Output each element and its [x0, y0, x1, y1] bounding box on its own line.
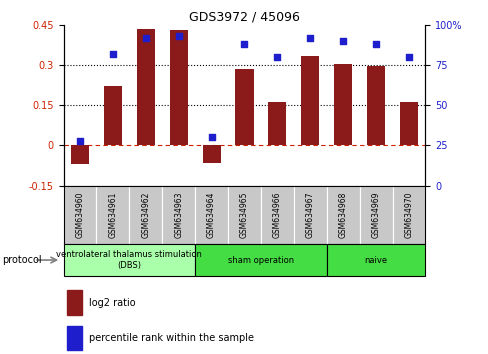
Text: log2 ratio: log2 ratio [89, 298, 135, 308]
Point [207, 135, 215, 140]
Bar [67, 326, 81, 350]
Bar [293, 185, 326, 244]
Bar [129, 185, 162, 244]
Bar [63, 185, 96, 244]
Point [404, 54, 412, 60]
Text: GSM634963: GSM634963 [174, 192, 183, 238]
Text: GSM634970: GSM634970 [404, 192, 413, 238]
Bar [227, 185, 261, 244]
Text: protocol: protocol [2, 255, 42, 265]
Point [174, 33, 182, 39]
Text: GSM634962: GSM634962 [141, 192, 150, 238]
Point [76, 138, 84, 143]
Text: sham operation: sham operation [227, 256, 293, 264]
Bar [235, 69, 253, 145]
Bar [169, 30, 187, 145]
Text: GSM634960: GSM634960 [75, 192, 84, 238]
Point [306, 35, 314, 40]
Bar [326, 185, 359, 244]
Bar [67, 290, 81, 315]
Text: GSM634969: GSM634969 [371, 192, 380, 238]
Text: GSM634964: GSM634964 [207, 192, 216, 238]
Bar [359, 185, 392, 244]
Text: GSM634961: GSM634961 [108, 192, 117, 238]
Point [240, 41, 248, 47]
Bar [268, 102, 286, 145]
Bar [71, 145, 89, 164]
Bar [162, 185, 195, 244]
Bar [261, 185, 293, 244]
Title: GDS3972 / 45096: GDS3972 / 45096 [189, 11, 299, 24]
Text: GSM634965: GSM634965 [240, 192, 248, 238]
Bar [202, 145, 220, 163]
Text: percentile rank within the sample: percentile rank within the sample [89, 333, 253, 343]
Point [109, 51, 117, 57]
Bar [195, 185, 227, 244]
Bar [195, 244, 326, 276]
Text: GSM634968: GSM634968 [338, 192, 347, 238]
Bar [333, 64, 351, 145]
Text: naive: naive [364, 256, 387, 264]
Bar [96, 185, 129, 244]
Point [142, 35, 149, 40]
Point [339, 38, 346, 44]
Text: GSM634967: GSM634967 [305, 192, 314, 238]
Bar [103, 86, 122, 145]
Bar [366, 66, 385, 145]
Bar [399, 102, 417, 145]
Bar [137, 29, 155, 145]
Text: ventrolateral thalamus stimulation
(DBS): ventrolateral thalamus stimulation (DBS) [56, 250, 202, 270]
Text: GSM634966: GSM634966 [272, 192, 281, 238]
Bar [301, 56, 319, 145]
Point [273, 54, 281, 60]
Point [371, 41, 379, 47]
Bar [63, 244, 195, 276]
Bar [392, 185, 425, 244]
Bar [326, 244, 425, 276]
